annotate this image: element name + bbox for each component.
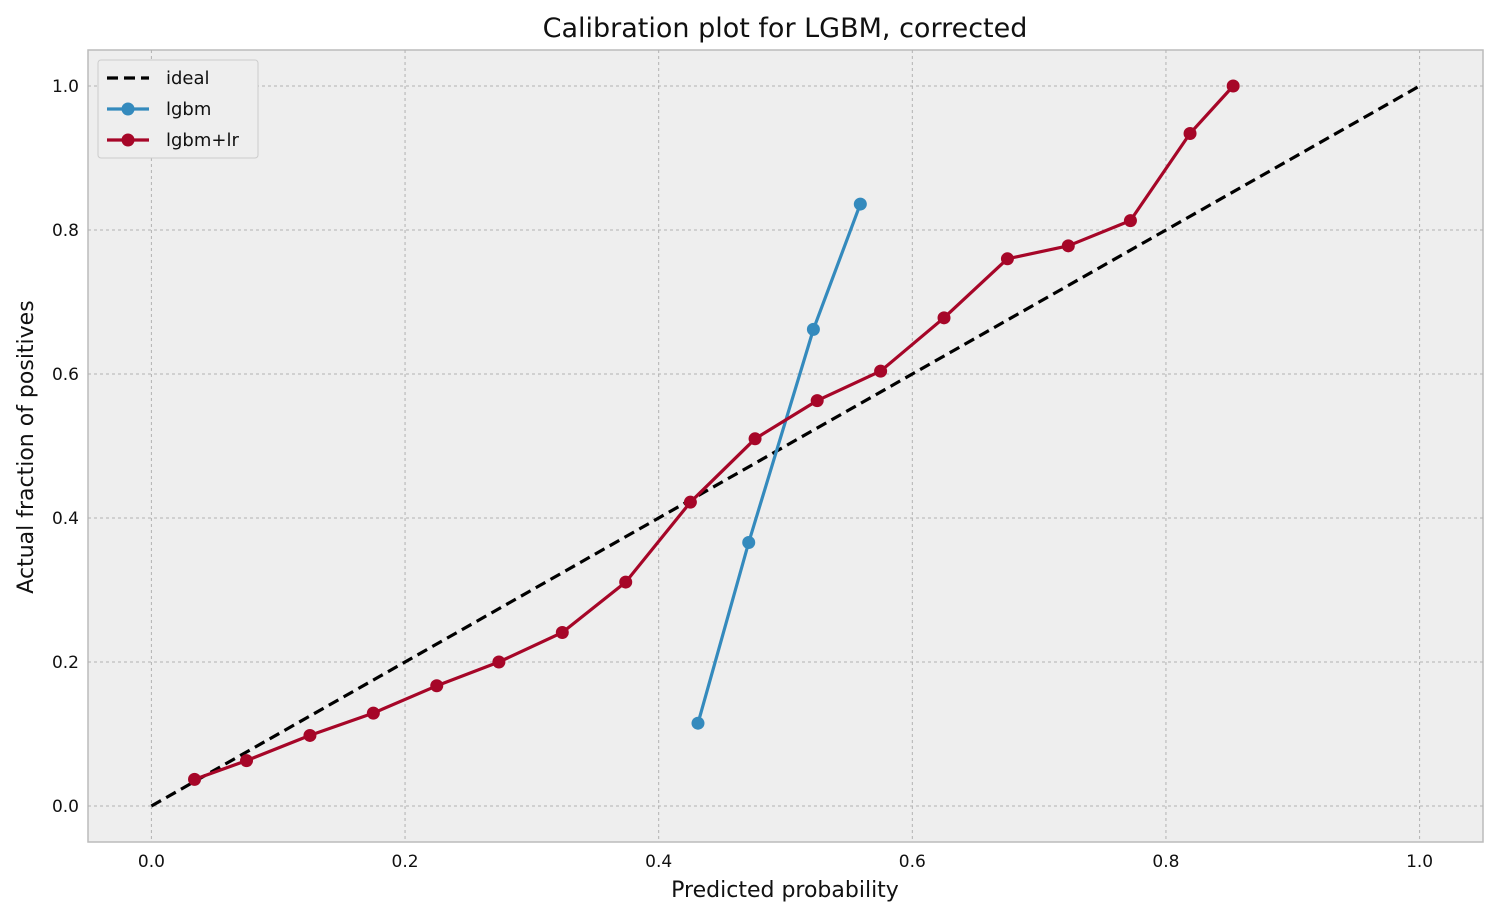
- y-axis-label: Actual fraction of positives: [14, 300, 39, 593]
- data-point-lgbm: [853, 197, 867, 211]
- data-point-lgbm: [742, 535, 756, 549]
- data-point-lgbm-lr: [619, 575, 633, 589]
- legend-label-lgbm: lgbm: [166, 99, 211, 120]
- y-tick-label: 0.0: [52, 797, 79, 817]
- data-point-lgbm-lr: [430, 679, 444, 693]
- data-point-lgbm-lr: [240, 754, 254, 768]
- data-point-lgbm: [806, 322, 820, 336]
- x-tick-label: 0.0: [138, 852, 165, 872]
- grid: [88, 50, 1483, 842]
- legend: ideal lgbm lgbm+lr: [97, 59, 259, 159]
- data-point-lgbm-lr: [683, 495, 697, 509]
- data-point-lgbm: [691, 716, 705, 730]
- x-tick-label: 0.4: [645, 852, 672, 872]
- x-tick-label: 0.2: [392, 852, 419, 872]
- legend-label-lgbm-lr: lgbm+lr: [166, 130, 239, 151]
- y-tick-label: 0.4: [52, 509, 79, 529]
- x-tick-label: 1.0: [1406, 852, 1433, 872]
- data-point-lgbm-lr: [555, 625, 569, 639]
- x-axis-label: Predicted probability: [671, 878, 899, 903]
- legend-box: [97, 59, 259, 159]
- y-tick-label: 1.0: [52, 77, 79, 97]
- y-ticks: 0.0 0.2 0.4 0.6 0.8 1.0: [52, 77, 79, 817]
- data-point-lgbm-lr: [492, 655, 506, 669]
- data-point-lgbm-lr: [303, 728, 317, 742]
- x-tick-label: 0.6: [899, 852, 926, 872]
- x-tick-label: 0.8: [1152, 852, 1179, 872]
- chart-title: Calibration plot for LGBM, corrected: [543, 13, 1028, 44]
- data-point-lgbm-lr: [1226, 79, 1240, 93]
- y-tick-label: 0.2: [52, 653, 79, 673]
- plot-area: [87, 49, 1484, 843]
- series-line-lgbm-lr: [193, 84, 1235, 781]
- data-point-lgbm-lr: [748, 432, 762, 446]
- series-layer: [150, 79, 1421, 808]
- data-point-lgbm-lr: [366, 706, 380, 720]
- data-point-lgbm-lr: [874, 364, 888, 378]
- data-point-lgbm-lr: [1183, 127, 1197, 141]
- data-point-lgbm-lr: [810, 394, 824, 408]
- data-point-lgbm-lr: [1000, 252, 1014, 266]
- data-point-lgbm-lr: [188, 772, 202, 786]
- y-tick-label: 0.8: [52, 221, 79, 241]
- series-line-lgbm: [696, 203, 862, 724]
- legend-marker-lgbm: [121, 102, 135, 116]
- x-ticks: 0.0 0.2 0.4 0.6 0.8 1.0: [138, 852, 1433, 872]
- data-point-lgbm-lr: [1123, 214, 1137, 228]
- data-point-lgbm-lr: [1061, 239, 1075, 253]
- series-line-ideal: [150, 84, 1421, 808]
- y-tick-label: 0.6: [52, 365, 79, 385]
- legend-marker-lgbm-lr: [121, 133, 135, 147]
- legend-label-ideal: ideal: [166, 68, 210, 89]
- data-point-lgbm-lr: [937, 311, 951, 325]
